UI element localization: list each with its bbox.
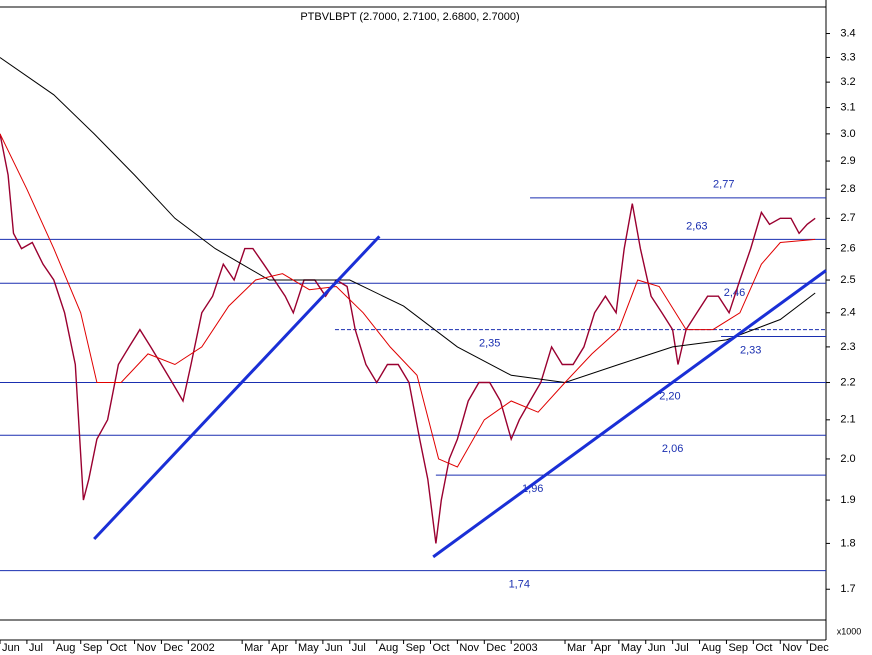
x-tick-label: 2002	[190, 642, 214, 654]
y-tick-label: 2.4	[840, 307, 855, 319]
x-tick-label: Oct	[432, 642, 449, 654]
trend-line	[432, 269, 827, 559]
x-tick-label: Mar	[244, 642, 263, 654]
x-tick-label: Nov	[459, 642, 479, 654]
level-label: 2,35	[479, 338, 500, 350]
x-tick-label: Sep	[83, 642, 103, 654]
axis-unit: x1000	[837, 626, 862, 636]
y-tick-label: 3.3	[840, 51, 855, 63]
x-tick-label: Aug	[379, 642, 399, 654]
x-tick-label: Jul	[352, 642, 366, 654]
price-line	[0, 133, 816, 468]
y-tick-label: 1.8	[840, 537, 855, 549]
chart-title: PTBVLBPT (2.7000, 2.7100, 2.6800, 2.7000…	[300, 11, 519, 23]
x-tick-label: Sep	[406, 642, 426, 654]
x-tick-label: Jun	[648, 642, 666, 654]
y-tick-label: 1.7	[840, 583, 855, 595]
y-tick-label: 2.1	[840, 414, 855, 426]
trend-line	[93, 235, 381, 540]
x-tick-label: Sep	[728, 642, 748, 654]
price-line	[0, 133, 816, 544]
y-tick-label: 2.9	[840, 155, 855, 167]
x-tick-label: Jul	[29, 642, 43, 654]
x-tick-label: Oct	[755, 642, 772, 654]
y-tick-label: 2.2	[840, 376, 855, 388]
x-tick-label: May	[621, 642, 642, 654]
x-tick-label: Apr	[271, 642, 288, 654]
x-tick-label: Dec	[163, 642, 183, 654]
x-tick-label: Dec	[809, 642, 829, 654]
y-tick-label: 2.7	[840, 212, 855, 224]
y-tick-label: 1.9	[840, 494, 855, 506]
x-tick-label: Jul	[675, 642, 689, 654]
x-tick-label: May	[298, 642, 319, 654]
level-label: 2,20	[659, 390, 680, 402]
level-label: 1,74	[509, 578, 530, 590]
price-line	[0, 57, 816, 384]
y-tick-label: 2.5	[840, 274, 855, 286]
y-tick-label: 2.3	[840, 341, 855, 353]
level-label: 1,96	[522, 483, 543, 495]
level-label: 2,33	[740, 344, 761, 356]
y-tick-label: 3.0	[840, 128, 855, 140]
level-label: 2,06	[662, 443, 683, 455]
y-tick-label: 2.6	[840, 243, 855, 255]
y-tick-label: 3.2	[840, 76, 855, 88]
level-label: 2,77	[713, 179, 734, 191]
level-label: 2,63	[686, 220, 707, 232]
y-tick-label: 2.8	[840, 183, 855, 195]
x-tick-label: Apr	[594, 642, 611, 654]
x-tick-label: Aug	[702, 642, 722, 654]
x-tick-label: Mar	[567, 642, 586, 654]
annotation: 2,46	[724, 287, 745, 299]
x-tick-label: Jun	[2, 642, 20, 654]
x-tick-label: Aug	[56, 642, 76, 654]
x-tick-label: Nov	[782, 642, 802, 654]
x-tick-label: Dec	[486, 642, 506, 654]
y-tick-label: 3.1	[840, 101, 855, 113]
y-tick-label: 3.4	[840, 27, 855, 39]
y-tick-label: 2.0	[840, 453, 855, 465]
x-tick-label: Jun	[325, 642, 343, 654]
x-tick-label: 2003	[513, 642, 537, 654]
x-tick-label: Oct	[110, 642, 127, 654]
x-tick-label: Nov	[137, 642, 157, 654]
